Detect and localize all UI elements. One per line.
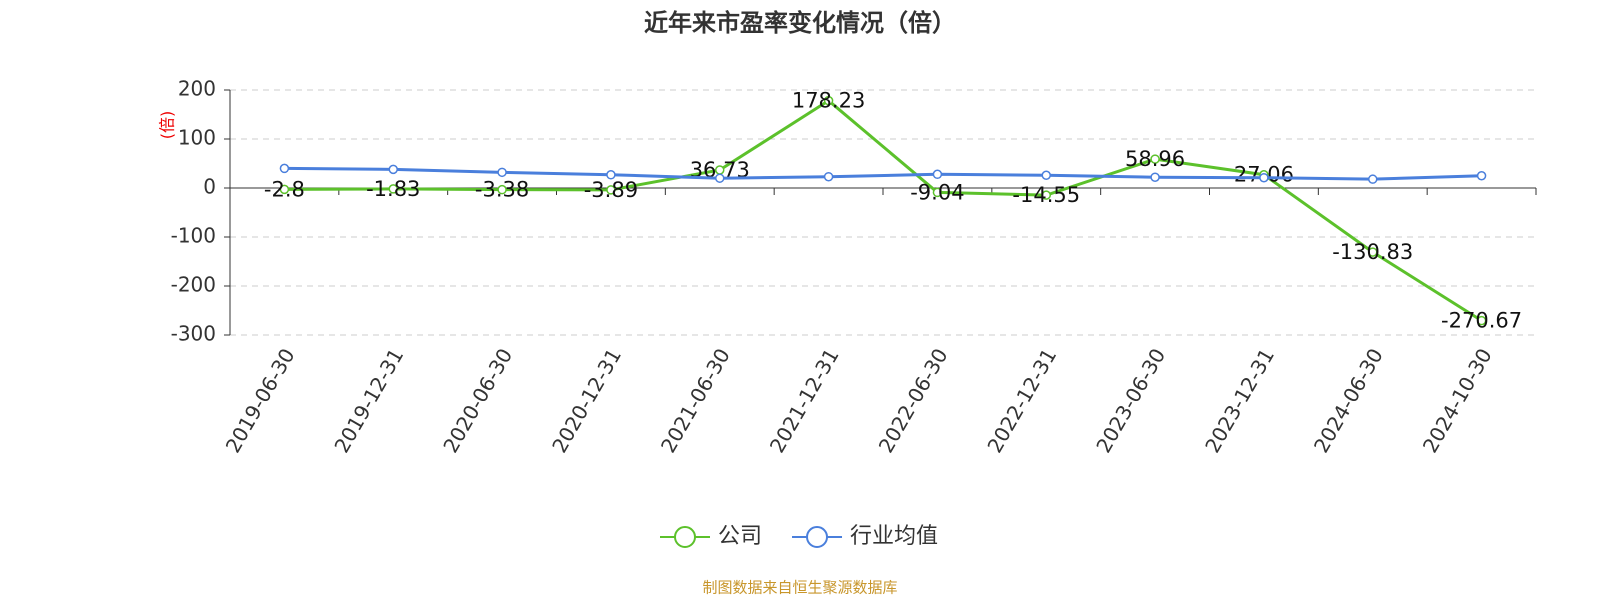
data-point: [1476, 171, 1487, 181]
data-label: 58.96: [1125, 147, 1185, 171]
data-point: [1259, 172, 1269, 183]
x-tick-label: 2024-10-30: [1418, 344, 1497, 457]
x-tick-label: 2024-06-30: [1309, 344, 1388, 457]
data-point: [606, 170, 616, 180]
data-label: -3.38: [475, 178, 529, 202]
x-tick-label: 2023-12-31: [1200, 344, 1279, 457]
chart-title: 近年来市盈率变化情况（倍）: [644, 9, 956, 37]
data-label: -14.55: [1012, 183, 1080, 207]
source-note: 制图数据来自恒生聚源数据库: [702, 579, 897, 597]
x-tick-label: 2022-06-30: [874, 344, 953, 457]
data-point: [1368, 174, 1378, 184]
data-point: [1368, 247, 1378, 257]
data-point: [823, 171, 834, 182]
data-label: -3.89: [584, 178, 638, 202]
x-tick-label: 2019-12-31: [329, 344, 408, 457]
legend-label[interactable]: 公司: [718, 524, 762, 549]
x-tick-label: 2023-06-30: [1091, 344, 1170, 457]
legend-marker: [674, 526, 696, 548]
x-tick-label: 2021-06-30: [656, 344, 735, 457]
data-label: -2.8: [264, 177, 305, 201]
data-point: [388, 164, 398, 175]
x-tick-label: 2022-12-31: [982, 344, 1061, 457]
y-tick-label: 100: [178, 126, 216, 150]
y-tick-label: 200: [178, 77, 216, 101]
x-tick-label: 2019-06-30: [221, 344, 300, 457]
data-point: [1150, 154, 1160, 164]
x-tick-label: 2021-12-31: [765, 344, 844, 457]
data-point: [388, 184, 398, 194]
series-line: [284, 98, 1483, 322]
series-line: [284, 166, 1482, 181]
data-label: 178.23: [792, 89, 865, 113]
data-point: [932, 187, 943, 198]
data-label: -270.67: [1441, 309, 1522, 333]
y-tick-label: -200: [171, 273, 216, 297]
data-point: [279, 163, 290, 174]
data-point: [279, 184, 290, 195]
x-tick-label: 2020-06-30: [438, 344, 517, 457]
data-point: [1041, 170, 1051, 181]
data-point: [1041, 190, 1051, 200]
legend-label[interactable]: 行业均值: [850, 524, 938, 549]
x-tick-label: 2020-12-31: [547, 344, 626, 457]
data-label: -1.83: [366, 177, 420, 201]
data-point: [606, 185, 616, 195]
data-point: [497, 167, 507, 178]
data-label: -9.04: [910, 180, 964, 204]
legend-marker: [806, 526, 829, 548]
data-point: [932, 169, 943, 180]
y-tick-label: 0: [203, 175, 216, 199]
data-point: [715, 173, 725, 183]
data-point: [497, 184, 507, 195]
data-point: [1150, 172, 1160, 182]
data-point: [823, 95, 834, 106]
y-tick-label: -100: [171, 224, 216, 248]
data-label: -130.83: [1332, 240, 1413, 264]
y-axis-label: (倍): [158, 111, 177, 140]
data-point: [1476, 315, 1487, 326]
y-tick-label: -300: [171, 322, 216, 346]
